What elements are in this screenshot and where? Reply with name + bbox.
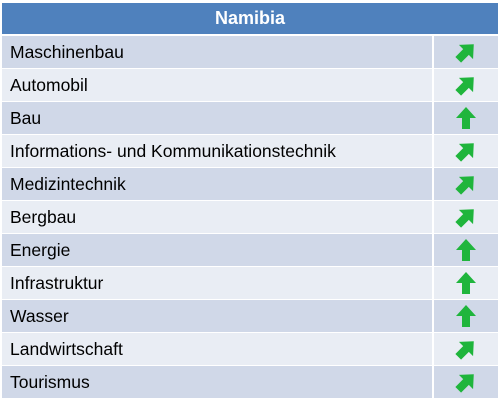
arrow-up-icon [456, 305, 476, 327]
table-row: Maschinenbau [2, 36, 498, 69]
sector-label: Landwirtschaft [2, 333, 434, 365]
arrow-up-right-icon [455, 176, 474, 195]
sector-label: Bergbau [2, 201, 434, 233]
sector-label: Automobil [2, 69, 434, 101]
table-row: Informations- und Kommunikationstechnik [2, 135, 498, 168]
trend-cell [434, 234, 498, 266]
table-body: Maschinenbau Automobil Bau Informations- un… [2, 36, 498, 399]
trend-cell [434, 201, 498, 233]
arrow-up-right-icon [455, 44, 474, 63]
sector-label: Maschinenbau [2, 36, 434, 68]
sector-label: Informations- und Kommunikationstechnik [2, 135, 434, 167]
sector-label: Medizintechnik [2, 168, 434, 200]
arrow-up-right-icon [455, 143, 474, 162]
trend-cell [434, 36, 498, 68]
sector-label: Infrastruktur [2, 267, 434, 299]
sector-label: Bau [2, 102, 434, 134]
table-row: Tourismus [2, 366, 498, 399]
trend-cell [434, 135, 498, 167]
sector-label: Tourismus [2, 366, 434, 398]
arrow-up-right-icon [455, 374, 474, 393]
table-row: Wasser [2, 300, 498, 333]
arrow-up-right-icon [455, 209, 474, 228]
arrow-up-right-icon [455, 341, 474, 360]
sector-label: Wasser [2, 300, 434, 332]
arrow-up-icon [456, 239, 476, 261]
sector-table: Namibia Maschinenbau Automobil Bau Informat… [2, 3, 498, 402]
trend-cell [434, 168, 498, 200]
arrow-up-icon [456, 272, 476, 294]
table-row: Bau [2, 102, 498, 135]
table-row: Automobil [2, 69, 498, 102]
trend-cell [434, 300, 498, 332]
table-row: Infrastruktur [2, 267, 498, 300]
trend-cell [434, 69, 498, 101]
table-row: Energie [2, 234, 498, 267]
table-title: Namibia [2, 3, 498, 36]
table-row: Landwirtschaft [2, 333, 498, 366]
table-row: Medizintechnik [2, 168, 498, 201]
table-row: Bergbau [2, 201, 498, 234]
trend-cell [434, 333, 498, 365]
trend-cell [434, 267, 498, 299]
trend-cell [434, 366, 498, 398]
sector-label: Energie [2, 234, 434, 266]
trend-cell [434, 102, 498, 134]
arrow-up-icon [456, 107, 476, 129]
arrow-up-right-icon [455, 77, 474, 96]
